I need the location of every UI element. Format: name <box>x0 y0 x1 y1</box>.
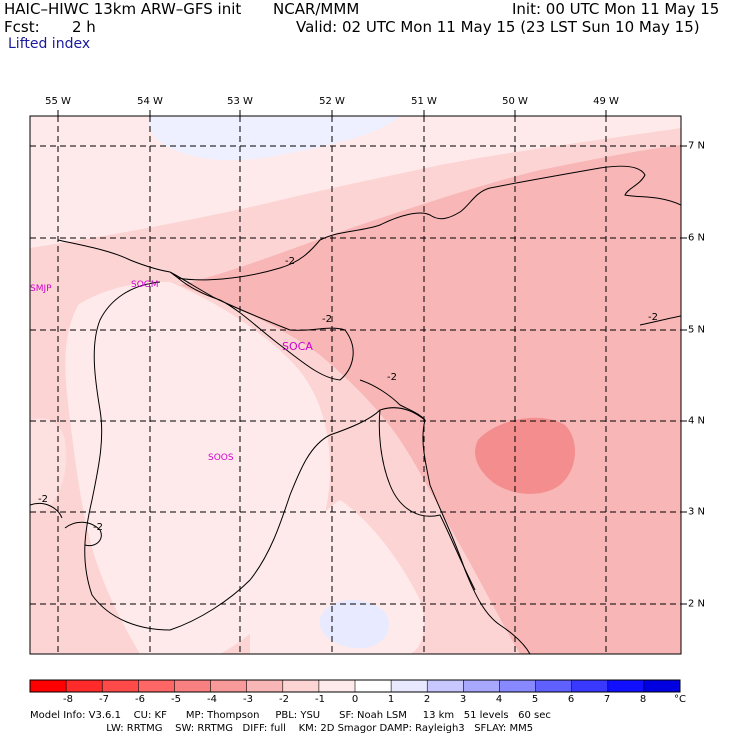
lon-label: 54 W <box>137 96 163 107</box>
shade-darkest-patch <box>475 417 576 494</box>
colorbar-cell <box>571 680 609 692</box>
colorbar-cell <box>535 680 573 692</box>
contour-label: -2 <box>38 494 48 505</box>
lat-label: 5 N <box>688 324 706 336</box>
contour-label: -2 <box>285 256 295 267</box>
lon-label: 52 W <box>319 96 345 107</box>
lat-label: 3 N <box>688 506 706 518</box>
shade-light-interior <box>65 281 331 654</box>
contour-west <box>30 503 63 519</box>
lat-label: 7 N <box>688 140 706 152</box>
shade-blue-south <box>319 600 389 649</box>
colorbar-tick: -1 <box>315 694 325 705</box>
contour-label: -2 <box>387 372 397 383</box>
model-info-line2: LW: RRTMG SW: RRTMG DIFF: full KM: 2D Sm… <box>30 723 534 734</box>
colorbar-tick: -8 <box>63 694 73 705</box>
colorbar-cell <box>282 680 320 692</box>
contour-label: -2 <box>93 522 103 533</box>
colorbar-tick: -5 <box>171 694 181 705</box>
field-name: Lifted index <box>8 36 91 52</box>
colorbar-tick: 4 <box>495 694 503 705</box>
lat-label: 2 N <box>688 598 706 610</box>
coastline-west <box>57 239 171 273</box>
colorbar-tick: -4 <box>207 694 217 705</box>
colorbar-cell <box>210 680 248 692</box>
lon-label: 50 W <box>502 96 528 107</box>
lat-label: 6 N <box>688 232 706 244</box>
colorbar-tick: 5 <box>531 694 539 705</box>
lon-label: 49 W <box>593 96 619 107</box>
colorbar-cell <box>355 680 392 692</box>
forecast-value: 2 h <box>72 18 96 36</box>
colorbar-cell <box>246 680 284 692</box>
colorbar-cell <box>66 680 103 692</box>
station-label: SOGM <box>131 280 159 290</box>
lon-label: 51 W <box>411 96 437 107</box>
colorbar-cell <box>30 680 67 692</box>
colorbar-tick: -6 <box>135 694 145 705</box>
coastline-path <box>169 271 354 381</box>
shade-blue-north <box>149 116 400 161</box>
colorbar-tick: 7 <box>603 694 611 705</box>
ticks <box>57 110 687 605</box>
colorbar-cell <box>391 680 428 692</box>
river-border <box>378 409 476 591</box>
contour-west-2 <box>64 521 102 547</box>
shade-west-patch <box>30 418 67 512</box>
coastline-amapa <box>359 379 426 421</box>
shade-darker-east <box>180 145 681 654</box>
colorbar-cell <box>318 680 356 692</box>
colorbar <box>29 679 681 693</box>
colorbar-tick: -2 <box>279 694 289 705</box>
colorbar-cell <box>643 680 681 692</box>
station-label: SOCA <box>282 340 313 353</box>
contour-label: -2 <box>322 314 332 325</box>
lon-label: 55 W <box>45 96 71 107</box>
valid-time: Valid: 02 UTC Mon 11 May 15 (23 LST Sun … <box>296 18 700 36</box>
model-title: HAIC–HIWC 13km ARW–GFS init <box>4 0 242 18</box>
colorbar-tick: 0 <box>351 694 359 705</box>
colorbar-cell <box>174 680 212 692</box>
colorbar-cell <box>607 680 645 692</box>
colorbar-tick: 6 <box>567 694 575 705</box>
org-label: NCAR/MMM <box>273 0 360 18</box>
model-info-line1: Model Info: V3.6.1 CU: KF MP: Thompson P… <box>30 710 551 721</box>
lon-label: 53 W <box>227 96 253 107</box>
colorbar-tick: 2 <box>423 694 431 705</box>
graticule <box>30 116 681 654</box>
colorbar-tick: 8 <box>639 694 647 705</box>
station-label: SOOS <box>208 453 234 463</box>
lat-label: 4 N <box>688 415 706 427</box>
colorbar-cell <box>138 680 175 692</box>
colorbar-tick: -7 <box>99 694 109 705</box>
colorbar-cell <box>102 680 139 692</box>
colorbar-tick: 3 <box>459 694 467 705</box>
colorbar-cell <box>463 680 500 692</box>
station-label: SMJP <box>30 284 52 294</box>
coastline-north <box>177 165 681 281</box>
forecast-label: Fcst: <box>4 18 40 36</box>
colorbar-unit: °C <box>674 694 686 705</box>
colorbar-cell <box>427 680 464 692</box>
init-time: Init: 00 UTC Mon 11 May 15 <box>512 0 720 18</box>
map-frame <box>29 115 682 655</box>
colorbar-tick: -3 <box>243 694 253 705</box>
colorbar-tick: 1 <box>387 694 395 705</box>
colorbar-cell <box>499 680 537 692</box>
border-west <box>84 281 426 631</box>
contour-label: -2 <box>648 312 658 323</box>
contour-east <box>639 315 681 326</box>
